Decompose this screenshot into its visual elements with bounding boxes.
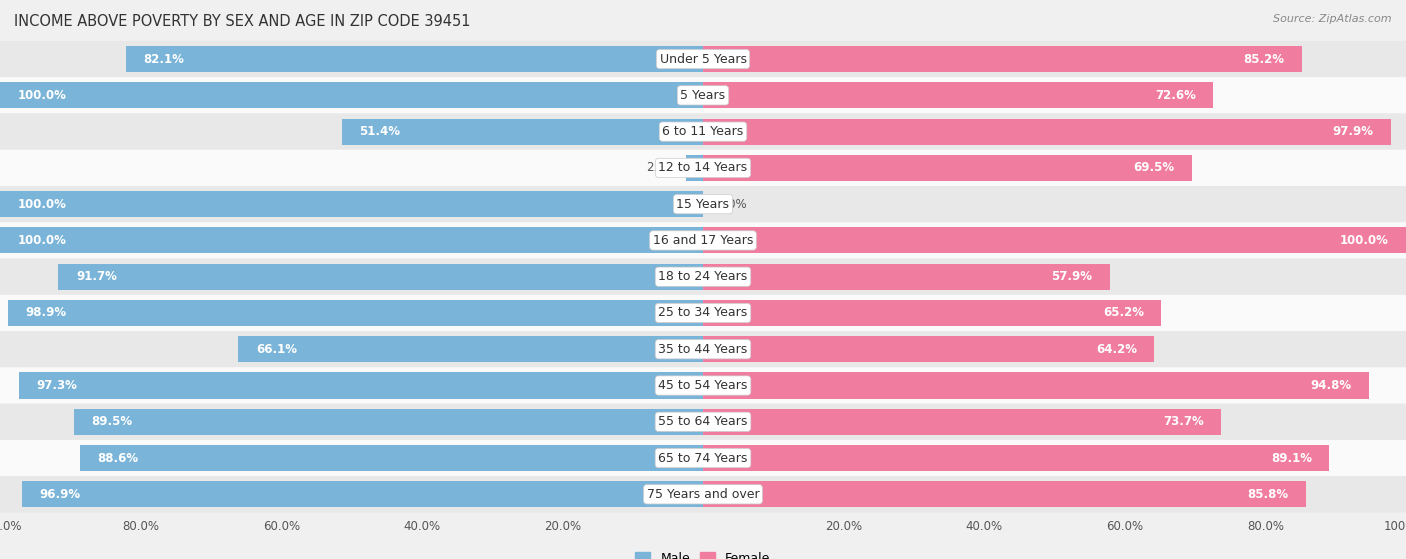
Text: 55 to 64 Years: 55 to 64 Years xyxy=(658,415,748,428)
Text: 73.7%: 73.7% xyxy=(1163,415,1204,428)
Text: 65 to 74 Years: 65 to 74 Years xyxy=(658,452,748,465)
Bar xyxy=(703,46,1302,72)
FancyBboxPatch shape xyxy=(0,113,1406,150)
Bar xyxy=(239,336,703,362)
FancyBboxPatch shape xyxy=(0,222,1406,259)
Text: 12 to 14 Years: 12 to 14 Years xyxy=(658,162,748,174)
Bar xyxy=(703,336,1154,362)
Bar xyxy=(703,409,1220,435)
FancyBboxPatch shape xyxy=(0,404,1406,440)
Bar xyxy=(342,119,703,145)
Bar xyxy=(58,264,703,290)
Text: 66.1%: 66.1% xyxy=(256,343,297,356)
Bar xyxy=(703,300,1161,326)
Text: 94.8%: 94.8% xyxy=(1310,379,1353,392)
Bar xyxy=(0,82,703,108)
Text: 16 and 17 Years: 16 and 17 Years xyxy=(652,234,754,247)
Text: 57.9%: 57.9% xyxy=(1052,270,1092,283)
Text: 69.5%: 69.5% xyxy=(1133,162,1174,174)
Bar xyxy=(73,409,703,435)
Text: 88.6%: 88.6% xyxy=(97,452,139,465)
Text: 91.7%: 91.7% xyxy=(76,270,117,283)
FancyBboxPatch shape xyxy=(0,186,1406,222)
Bar xyxy=(686,155,703,181)
Text: 2.4%: 2.4% xyxy=(645,162,675,174)
FancyBboxPatch shape xyxy=(0,440,1406,476)
Text: INCOME ABOVE POVERTY BY SEX AND AGE IN ZIP CODE 39451: INCOME ABOVE POVERTY BY SEX AND AGE IN Z… xyxy=(14,14,471,29)
FancyBboxPatch shape xyxy=(0,41,1406,77)
Bar xyxy=(0,191,703,217)
FancyBboxPatch shape xyxy=(0,259,1406,295)
Text: Source: ZipAtlas.com: Source: ZipAtlas.com xyxy=(1274,14,1392,24)
FancyBboxPatch shape xyxy=(0,331,1406,367)
Text: 98.9%: 98.9% xyxy=(25,306,66,320)
Bar xyxy=(703,372,1369,399)
FancyBboxPatch shape xyxy=(0,77,1406,113)
Bar xyxy=(7,300,703,326)
Bar xyxy=(703,119,1392,145)
Text: 97.9%: 97.9% xyxy=(1333,125,1374,138)
Text: 85.8%: 85.8% xyxy=(1247,488,1289,501)
Text: 100.0%: 100.0% xyxy=(17,234,66,247)
Text: 18 to 24 Years: 18 to 24 Years xyxy=(658,270,748,283)
Text: 51.4%: 51.4% xyxy=(360,125,401,138)
Bar xyxy=(703,264,1111,290)
Text: 89.1%: 89.1% xyxy=(1271,452,1312,465)
Legend: Male, Female: Male, Female xyxy=(630,547,776,559)
Bar xyxy=(703,82,1213,108)
Bar xyxy=(127,46,703,72)
Bar xyxy=(18,372,703,399)
Text: 64.2%: 64.2% xyxy=(1095,343,1136,356)
Bar xyxy=(21,481,703,508)
Bar xyxy=(703,481,1306,508)
Text: 85.2%: 85.2% xyxy=(1243,53,1285,65)
FancyBboxPatch shape xyxy=(0,476,1406,513)
Text: 82.1%: 82.1% xyxy=(143,53,184,65)
Text: 100.0%: 100.0% xyxy=(1340,234,1389,247)
Text: 5 Years: 5 Years xyxy=(681,89,725,102)
FancyBboxPatch shape xyxy=(0,367,1406,404)
Text: 89.5%: 89.5% xyxy=(91,415,132,428)
Text: 0.0%: 0.0% xyxy=(717,198,747,211)
Text: 35 to 44 Years: 35 to 44 Years xyxy=(658,343,748,356)
Text: 45 to 54 Years: 45 to 54 Years xyxy=(658,379,748,392)
Bar xyxy=(80,445,703,471)
Bar xyxy=(703,155,1192,181)
Text: 15 Years: 15 Years xyxy=(676,198,730,211)
Text: 6 to 11 Years: 6 to 11 Years xyxy=(662,125,744,138)
Text: 75 Years and over: 75 Years and over xyxy=(647,488,759,501)
Text: 96.9%: 96.9% xyxy=(39,488,80,501)
Bar xyxy=(703,228,1406,253)
Text: 100.0%: 100.0% xyxy=(17,89,66,102)
Text: Under 5 Years: Under 5 Years xyxy=(659,53,747,65)
Text: 25 to 34 Years: 25 to 34 Years xyxy=(658,306,748,320)
Text: 97.3%: 97.3% xyxy=(37,379,77,392)
FancyBboxPatch shape xyxy=(0,150,1406,186)
FancyBboxPatch shape xyxy=(0,295,1406,331)
Text: 72.6%: 72.6% xyxy=(1154,89,1195,102)
Bar xyxy=(703,445,1330,471)
Bar xyxy=(0,228,703,253)
Text: 65.2%: 65.2% xyxy=(1102,306,1144,320)
Text: 100.0%: 100.0% xyxy=(17,198,66,211)
